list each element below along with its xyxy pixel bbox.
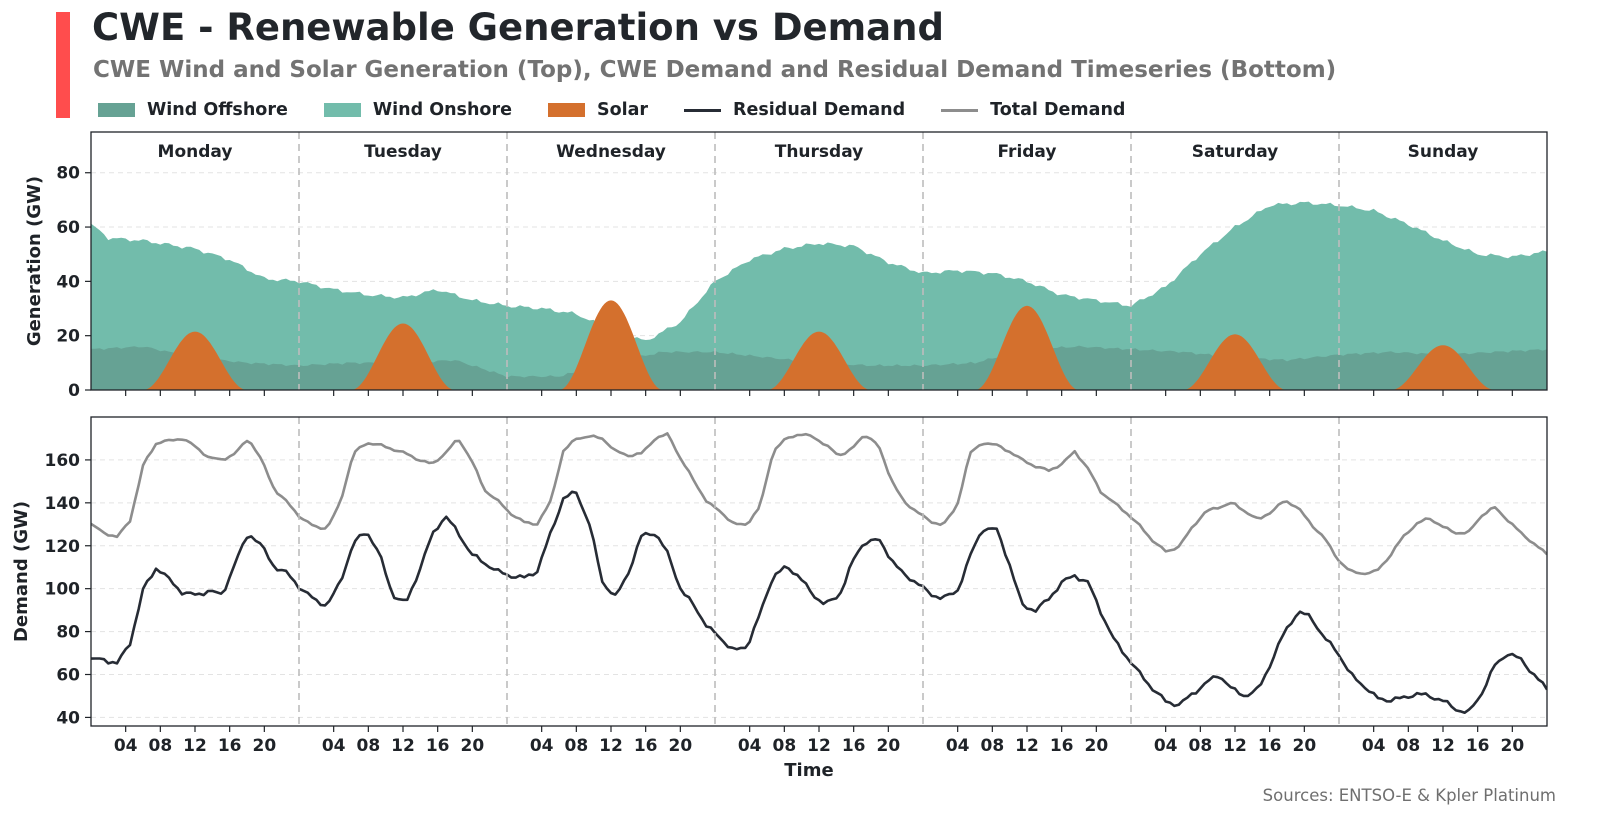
xtick-label: 20 xyxy=(252,736,276,756)
xtick-label: 04 xyxy=(738,736,762,756)
demand-ytick-label: 40 xyxy=(56,708,80,728)
accent-bar xyxy=(56,12,70,118)
x-axis-label: Time xyxy=(784,760,833,781)
day-label-wednesday: Wednesday xyxy=(556,142,666,162)
xtick-label: 16 xyxy=(1050,736,1074,756)
wind-onshore-area xyxy=(91,201,1547,390)
xtick-label: 16 xyxy=(1466,736,1490,756)
solar-area-monday xyxy=(143,331,247,390)
day-label-sunday: Sunday xyxy=(1408,142,1479,162)
xtick-label: 08 xyxy=(1396,736,1420,756)
demand-ytick-label: 160 xyxy=(45,451,81,471)
demand-ytick-label: 140 xyxy=(45,494,81,514)
legend-label-solar: Solar xyxy=(596,100,649,120)
day-label-tuesday: Tuesday xyxy=(364,142,442,162)
legend-item-total-demand[interactable]: Total Demand xyxy=(941,100,1125,120)
xtick-label: 20 xyxy=(1500,736,1524,756)
xtick-label: 12 xyxy=(599,736,623,756)
legend-label-total-demand: Total Demand xyxy=(990,100,1126,120)
legend-line-residual-demand xyxy=(684,108,722,112)
xtick-label: 12 xyxy=(391,736,415,756)
generation-series-group xyxy=(91,201,1547,390)
day-label-thursday: Thursday xyxy=(775,142,864,162)
generation-ytick-label: 60 xyxy=(56,218,80,238)
solar-area-friday xyxy=(975,305,1079,390)
demand-plot-frame xyxy=(90,416,1548,727)
generation-ytick-label: 0 xyxy=(68,381,80,401)
solar-area-wednesday xyxy=(559,300,663,390)
legend-line-total-demand xyxy=(941,108,979,112)
generation-ytick-label: 20 xyxy=(56,327,80,347)
xtick-label: 12 xyxy=(1431,736,1455,756)
xtick-label: 12 xyxy=(1015,736,1039,756)
xtick-label: 04 xyxy=(1154,736,1178,756)
day-label-saturday: Saturday xyxy=(1192,142,1279,162)
legend-item-wind-onshore[interactable]: Wind Onshore xyxy=(323,100,512,120)
xtick-label: 08 xyxy=(564,736,588,756)
legend-item-residual-demand[interactable]: Residual Demand xyxy=(684,100,905,120)
solar-area-tuesday xyxy=(351,323,455,390)
xtick-label: 04 xyxy=(946,736,970,756)
legend-label-wind-offshore: Wind Offshore xyxy=(147,100,288,120)
demand-ytick-label: 60 xyxy=(56,666,80,686)
legend-label-wind-onshore: Wind Onshore xyxy=(372,100,512,120)
xtick-label: 20 xyxy=(460,736,484,756)
demand-series-group xyxy=(91,432,1547,714)
generation-plot-frame xyxy=(90,131,1548,391)
legend-label-residual-demand: Residual Demand xyxy=(733,100,906,120)
xtick-label: 16 xyxy=(1258,736,1282,756)
xtick-label: 04 xyxy=(322,736,346,756)
day-label-monday: Monday xyxy=(158,142,233,162)
generation-ytick-label: 80 xyxy=(56,164,80,184)
xtick-label: 04 xyxy=(530,736,554,756)
demand-ytick-label: 100 xyxy=(45,580,81,600)
xtick-label: 08 xyxy=(1188,736,1212,756)
legend-swatch-solar xyxy=(547,103,585,117)
xtick-label: 04 xyxy=(1362,736,1386,756)
xtick-label: 20 xyxy=(1084,736,1108,756)
xtick-label: 20 xyxy=(668,736,692,756)
legend-swatch-wind-onshore xyxy=(323,103,361,117)
source-note: Sources: ENTSO-E & Kpler Platinum xyxy=(1262,786,1556,805)
chart-title: CWE - Renewable Generation vs Demand xyxy=(92,6,944,49)
residual-demand-line xyxy=(91,490,1547,714)
legend: Wind Offshore Wind Onshore Solar Residua… xyxy=(98,100,1161,120)
legend-item-wind-offshore[interactable]: Wind Offshore xyxy=(98,100,288,120)
xtick-label: 16 xyxy=(634,736,658,756)
demand-ytick-label: 80 xyxy=(56,623,80,643)
xtick-label: 08 xyxy=(980,736,1004,756)
legend-item-solar[interactable]: Solar xyxy=(547,100,649,120)
demand-ylabel: Demand (GW) xyxy=(11,501,32,642)
xtick-label: 12 xyxy=(183,736,207,756)
generation-ylabel: Generation (GW) xyxy=(24,176,45,346)
xtick-label: 08 xyxy=(772,736,796,756)
solar-area-sunday xyxy=(1391,345,1495,390)
xtick-label: 20 xyxy=(876,736,900,756)
total-demand-line xyxy=(91,432,1547,576)
xtick-label: 12 xyxy=(807,736,831,756)
generation-ytick-label: 40 xyxy=(56,272,80,292)
demand-ytick-label: 120 xyxy=(45,537,81,557)
solar-area-saturday xyxy=(1183,334,1287,390)
xtick-label: 08 xyxy=(356,736,380,756)
chart-subtitle: CWE Wind and Solar Generation (Top), CWE… xyxy=(93,57,1337,83)
solar-area-thursday xyxy=(767,331,871,390)
xtick-label: 16 xyxy=(218,736,242,756)
xtick-label: 16 xyxy=(842,736,866,756)
xtick-label: 20 xyxy=(1292,736,1316,756)
legend-swatch-wind-offshore xyxy=(98,103,135,117)
xtick-label: 04 xyxy=(114,736,138,756)
xtick-label: 08 xyxy=(148,736,172,756)
day-label-friday: Friday xyxy=(998,142,1057,162)
xtick-label: 16 xyxy=(426,736,450,756)
xtick-label: 12 xyxy=(1223,736,1247,756)
demand-plot-area xyxy=(91,417,1547,726)
